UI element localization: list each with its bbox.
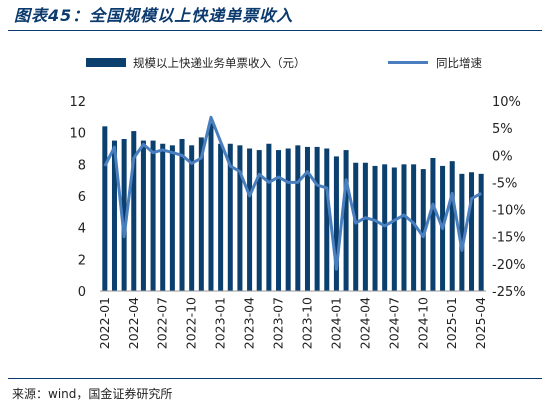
- bar: [314, 146, 320, 291]
- x-tick-label: 2024-01: [328, 297, 343, 349]
- footer-divider: [8, 378, 542, 379]
- bar: [295, 145, 301, 291]
- left-tick-label: 8: [78, 158, 86, 173]
- right-tick-label: 0%: [492, 149, 513, 164]
- bar: [198, 137, 204, 291]
- bar: [160, 143, 166, 291]
- bar: [102, 126, 108, 291]
- bar: [218, 143, 224, 291]
- bar-series: [102, 123, 484, 292]
- left-tick-label: 10: [69, 127, 86, 142]
- bar: [111, 140, 117, 291]
- right-tick-label: -25%: [492, 285, 526, 300]
- bar: [333, 156, 339, 291]
- bar: [227, 143, 233, 291]
- growth-line: [103, 115, 482, 271]
- right-tick-label: 10%: [492, 95, 521, 110]
- x-tick-label: 2023-07: [271, 297, 286, 349]
- x-tick-label: 2024-10: [415, 297, 430, 349]
- left-tick-label: 4: [78, 222, 86, 237]
- bar: [285, 148, 291, 291]
- x-tick-label: 2024-04: [357, 297, 372, 349]
- bar: [478, 173, 484, 291]
- bar: [140, 140, 146, 291]
- right-tick-label: -20%: [492, 258, 526, 273]
- bar: [169, 145, 175, 291]
- left-tick-label: 2: [78, 253, 86, 268]
- bar: [353, 162, 359, 291]
- right-tick-label: -15%: [492, 231, 526, 246]
- source-note: 来源：wind，国金证券研究所: [12, 387, 173, 401]
- right-tick-label: -10%: [492, 204, 526, 219]
- bar: [469, 172, 475, 291]
- right-tick-label: 5%: [492, 122, 513, 137]
- bar: [179, 139, 185, 291]
- x-tick-label: 2022-10: [184, 297, 199, 349]
- bar: [208, 123, 214, 292]
- x-tick-label: 2022-01: [97, 297, 112, 349]
- x-tick-label: 2024-07: [386, 297, 401, 349]
- bar: [237, 145, 243, 291]
- bar: [324, 148, 330, 291]
- x-tick-label: 2023-01: [213, 297, 228, 349]
- bar: [150, 140, 156, 291]
- legend-bar-swatch: [86, 58, 126, 67]
- bar: [382, 164, 388, 291]
- x-axis-labels: 2022-01 2022-04 2022-07 2022-10 2023-01 2023-…: [97, 297, 488, 349]
- right-tick-label: -5%: [492, 176, 517, 191]
- bar: [247, 148, 253, 291]
- bar: [391, 167, 397, 291]
- page-title: 图表45：全国规模以上快递单票收入: [14, 6, 294, 25]
- bar: [401, 164, 407, 291]
- left-tick-label: 0: [78, 285, 86, 300]
- x-tick-label: 2023-04: [242, 297, 257, 349]
- bar: [449, 161, 455, 291]
- bar: [189, 145, 195, 291]
- legend: 规模以上快递业务单票收入（元） 同比增速: [86, 56, 482, 70]
- title-divider: [8, 30, 542, 31]
- bar: [411, 164, 417, 291]
- bar: [131, 131, 137, 291]
- left-tick-label: 6: [78, 190, 86, 205]
- left-tick-label: 12: [69, 95, 86, 110]
- left-axis: 0 2 4 6 8 10 12: [69, 95, 86, 300]
- x-tick-label: 2023-10: [299, 297, 314, 349]
- bar: [362, 162, 368, 291]
- bar: [256, 150, 262, 291]
- bar: [343, 150, 349, 291]
- bar: [430, 158, 436, 291]
- legend-bar-label: 规模以上快递业务单票收入（元）: [133, 56, 306, 70]
- chart: 规模以上快递业务单票收入（元） 同比增速 0 2 4 6 8 10 12 10% 5% 0% -5…: [69, 56, 526, 349]
- x-tick-label: 2022-07: [155, 297, 170, 349]
- bar: [266, 143, 272, 291]
- bar: [304, 146, 310, 291]
- x-tick-label: 2025-04: [473, 297, 488, 349]
- bar: [372, 165, 378, 291]
- bar: [459, 173, 465, 291]
- bar: [420, 169, 426, 291]
- legend-line-label: 同比增速: [436, 56, 482, 70]
- bar: [121, 139, 127, 291]
- right-axis: 10% 5% 0% -5% -10% -15% -20% -25%: [492, 95, 526, 300]
- x-tick-label: 2022-04: [126, 297, 141, 349]
- bar: [276, 150, 282, 291]
- x-tick-label: 2025-01: [444, 297, 459, 349]
